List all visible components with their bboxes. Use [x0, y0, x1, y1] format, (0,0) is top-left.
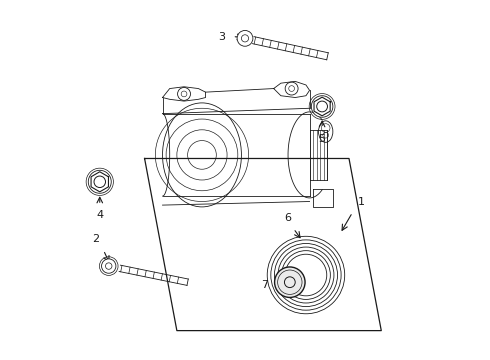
Circle shape: [88, 170, 111, 193]
Text: 3: 3: [218, 32, 225, 41]
Circle shape: [237, 31, 253, 46]
Text: 6: 6: [284, 213, 291, 223]
Text: 4: 4: [96, 211, 103, 220]
Text: 5: 5: [318, 134, 325, 144]
Text: 2: 2: [93, 234, 100, 244]
Circle shape: [101, 259, 116, 273]
Circle shape: [311, 96, 333, 117]
Text: 1: 1: [358, 197, 365, 207]
Text: 7: 7: [261, 280, 269, 290]
Ellipse shape: [274, 267, 305, 297]
